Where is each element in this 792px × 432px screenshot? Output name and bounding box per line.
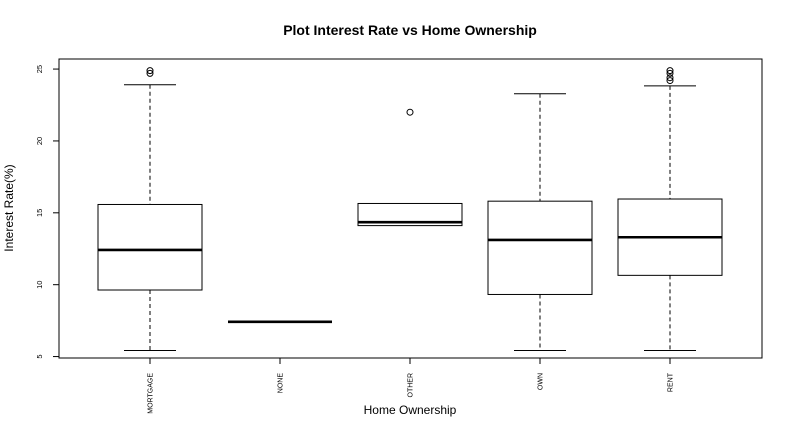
x-tick-label-rent: RENT xyxy=(668,372,675,392)
iqr-box xyxy=(97,203,203,291)
x-tick-label-mortgage: MORTGAGE xyxy=(148,373,155,414)
outlier-point xyxy=(666,74,674,82)
plot-frame xyxy=(58,58,763,359)
y-tick-label-10: 10 xyxy=(35,281,44,289)
box-mortgage xyxy=(97,67,203,352)
chart-title: Plot Interest Rate vs Home Ownership xyxy=(283,22,537,38)
outlier-point xyxy=(666,67,674,75)
box-series xyxy=(97,67,723,352)
x-axis-title: Home Ownership xyxy=(364,403,457,417)
outlier-point xyxy=(666,77,674,85)
y-tick-label-25: 25 xyxy=(35,65,44,73)
y-axis: 5 10 15 20 25 xyxy=(35,65,60,359)
box-rent xyxy=(617,67,723,352)
iqr-box xyxy=(357,202,463,227)
y-tick-label-5: 5 xyxy=(35,354,44,358)
x-tick-label-none: NONE xyxy=(278,373,285,394)
y-tick-label-15: 15 xyxy=(35,209,44,217)
outlier-point xyxy=(666,69,674,77)
iqr-box xyxy=(487,200,593,295)
x-tick-label-other: OTHER xyxy=(408,373,415,398)
box-other xyxy=(357,108,463,227)
x-axis: MORTGAGE NONE OTHER OWN RENT xyxy=(148,357,675,414)
y-axis-title: Interest Rate(%) xyxy=(2,164,16,251)
y-tick-label-20: 20 xyxy=(35,137,44,145)
x-tick-label-own: OWN xyxy=(538,373,545,390)
outlier-point xyxy=(146,67,154,75)
box-own xyxy=(487,93,593,352)
outlier-point xyxy=(146,69,154,77)
outlier-point xyxy=(406,108,414,116)
